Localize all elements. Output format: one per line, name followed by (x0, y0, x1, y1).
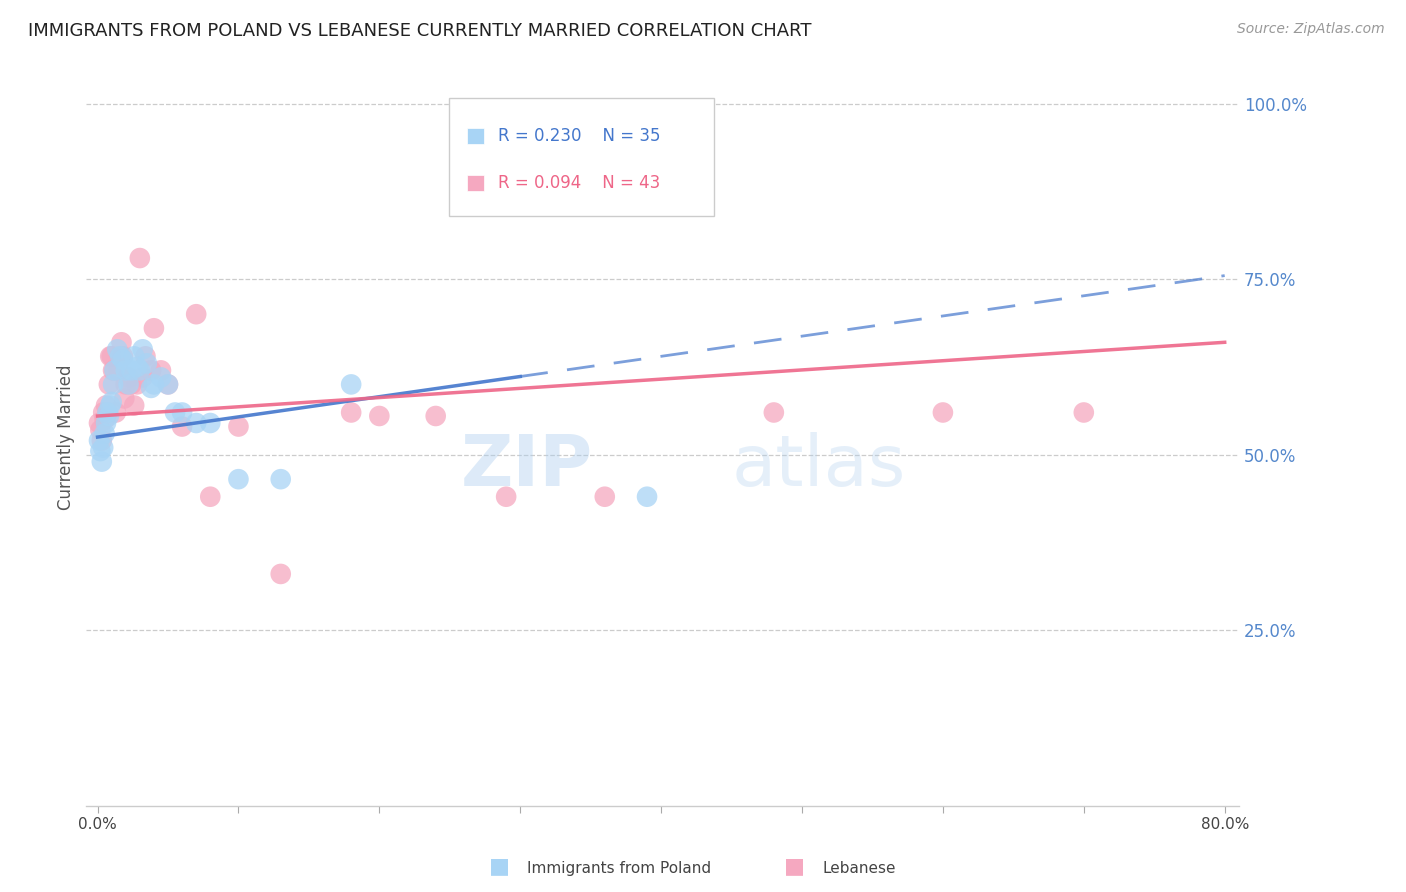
Point (425, 409, 447, 423)
FancyBboxPatch shape (467, 128, 484, 144)
Point (134, 349, 156, 363)
Point (762, 405, 785, 419)
Point (117, 370, 139, 384)
Point (368, 409, 391, 423)
Point (91, 405, 114, 419)
Point (149, 363, 172, 377)
Point (114, 377, 136, 392)
Point (128, 251, 150, 265)
Point (165, 405, 187, 419)
Point (120, 377, 142, 392)
Point (156, 377, 179, 392)
Point (117, 377, 139, 392)
Point (131, 343, 153, 357)
Point (270, 472, 292, 486)
Point (156, 377, 179, 392)
Point (97, 377, 120, 392)
Point (98, 399, 121, 413)
Point (932, 405, 955, 419)
Point (228, 419, 250, 434)
Point (89, 444, 111, 458)
Point (89, 423, 111, 437)
Text: R = 0.094    N = 43: R = 0.094 N = 43 (498, 174, 661, 192)
FancyBboxPatch shape (467, 175, 484, 191)
Point (103, 363, 125, 377)
Point (87, 416, 110, 430)
Text: ZIP: ZIP (461, 432, 593, 501)
Point (122, 349, 145, 363)
Point (495, 490, 517, 504)
Point (94, 416, 117, 430)
Point (104, 405, 127, 419)
Point (186, 307, 208, 321)
Point (96, 405, 118, 419)
Point (111, 349, 134, 363)
Point (340, 405, 363, 419)
Point (125, 359, 148, 374)
Point (91, 441, 114, 455)
Point (139, 381, 162, 395)
Point (100, 349, 122, 363)
Text: ■: ■ (785, 856, 804, 876)
Text: R = 0.230    N = 35: R = 0.230 N = 35 (498, 127, 661, 145)
Point (111, 352, 134, 367)
Point (90, 455, 112, 469)
Point (96, 405, 118, 419)
Point (108, 349, 131, 363)
Point (186, 416, 208, 430)
Y-axis label: Currently Married: Currently Married (58, 364, 75, 510)
Point (97, 409, 120, 423)
Text: Lebanese: Lebanese (823, 861, 896, 876)
Point (125, 377, 148, 392)
Point (122, 399, 145, 413)
Point (200, 416, 222, 430)
Point (90, 434, 112, 448)
Point (101, 377, 124, 392)
Point (172, 419, 194, 434)
Point (94, 399, 117, 413)
Point (131, 370, 153, 384)
Point (142, 321, 165, 335)
Point (112, 392, 135, 406)
Point (1073, 405, 1095, 419)
Point (135, 356, 157, 370)
Point (139, 363, 162, 377)
Point (228, 472, 250, 486)
Point (200, 490, 222, 504)
Text: ■: ■ (489, 856, 509, 876)
Point (149, 370, 172, 384)
Point (142, 377, 165, 392)
Text: IMMIGRANTS FROM POLAND VS LEBANESE CURRENTLY MARRIED CORRELATION CHART: IMMIGRANTS FROM POLAND VS LEBANESE CURRE… (28, 22, 811, 40)
Point (110, 335, 132, 350)
Point (128, 363, 150, 377)
Point (100, 395, 122, 409)
Point (120, 363, 142, 377)
Text: Source: ZipAtlas.com: Source: ZipAtlas.com (1237, 22, 1385, 37)
FancyBboxPatch shape (450, 98, 714, 216)
Point (93, 426, 115, 441)
Point (108, 349, 131, 363)
Point (114, 363, 136, 377)
Point (172, 405, 194, 419)
Text: atlas: atlas (731, 432, 905, 501)
Point (101, 363, 124, 377)
Point (593, 490, 616, 504)
Text: Immigrants from Poland: Immigrants from Poland (527, 861, 711, 876)
Point (93, 412, 115, 426)
Point (103, 363, 125, 377)
Point (340, 377, 363, 392)
Point (636, 490, 658, 504)
Point (107, 363, 129, 377)
Point (105, 343, 128, 357)
Point (87, 434, 110, 448)
Point (98, 349, 121, 363)
Point (270, 566, 292, 581)
